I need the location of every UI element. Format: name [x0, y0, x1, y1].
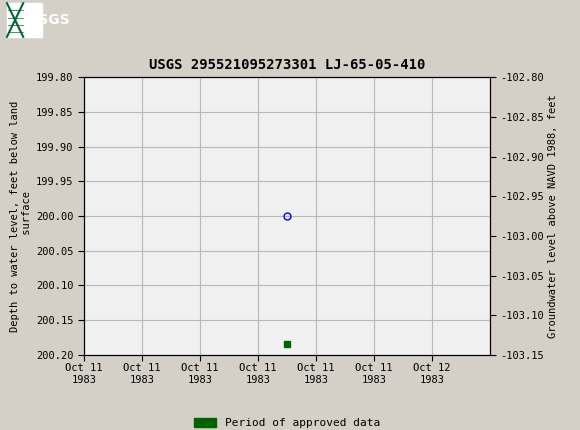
Title: USGS 295521095273301 LJ-65-05-410: USGS 295521095273301 LJ-65-05-410 — [149, 58, 425, 72]
Text: USGS: USGS — [27, 13, 70, 27]
Y-axis label: Groundwater level above NAVD 1988, feet: Groundwater level above NAVD 1988, feet — [549, 94, 559, 338]
Y-axis label: Depth to water level, feet below land
 surface: Depth to water level, feet below land su… — [10, 101, 32, 332]
FancyBboxPatch shape — [7, 3, 42, 37]
Legend: Period of approved data: Period of approved data — [190, 413, 385, 430]
